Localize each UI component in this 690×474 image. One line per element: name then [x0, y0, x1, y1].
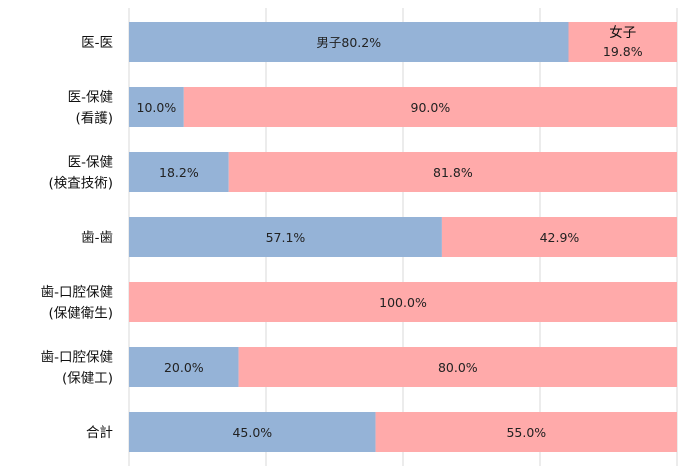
bar-male — [129, 152, 229, 192]
category-label: (検査技術) — [48, 176, 113, 192]
bar-female — [568, 22, 677, 62]
bars — [129, 22, 678, 452]
category-label: 合計 — [86, 425, 113, 441]
data-label: 20.0% — [164, 360, 204, 375]
data-label: 90.0% — [411, 100, 451, 115]
data-label: 80.0% — [438, 360, 478, 375]
bar-male — [129, 87, 184, 127]
data-label: 45.0% — [232, 425, 272, 440]
category-label: 医-保健 — [68, 90, 113, 106]
labels: 医-医 男子80.2% 19.8% 医-保健 (看護) 10.0% 90.0% 医-保健 (検査… — [41, 24, 643, 441]
category-label: (保健衛生) — [48, 306, 113, 322]
category-label: 医-医 — [81, 35, 113, 51]
bar-female — [375, 412, 677, 452]
category-label: (看護) — [75, 111, 113, 127]
data-label: 55.0% — [506, 425, 546, 440]
bar-male — [129, 347, 239, 387]
data-label: 男子80.2% — [316, 35, 381, 50]
bar-female — [441, 217, 677, 257]
category-label: 歯-口腔保健 — [41, 350, 113, 366]
data-label: 18.2% — [159, 165, 199, 180]
data-label: 57.1% — [266, 230, 306, 245]
data-label: 100.0% — [379, 295, 427, 310]
data-label: 19.8% — [603, 44, 643, 59]
data-label: 81.8% — [433, 165, 473, 180]
bar-female — [183, 87, 678, 127]
category-label: 歯-口腔保健 — [41, 285, 113, 301]
data-label: 42.9% — [540, 230, 580, 245]
annotation-female: 女子 — [609, 24, 636, 41]
bar-female — [228, 152, 677, 192]
category-label: (保健工) — [62, 371, 113, 387]
bar-male — [129, 412, 376, 452]
category-label: 医-保健 — [68, 155, 113, 171]
bar-female — [238, 347, 677, 387]
category-label: 歯-歯 — [81, 230, 113, 246]
bar-male — [129, 22, 569, 62]
data-label: 10.0% — [137, 100, 177, 115]
bar-male — [129, 217, 442, 257]
bar-female — [129, 282, 677, 322]
